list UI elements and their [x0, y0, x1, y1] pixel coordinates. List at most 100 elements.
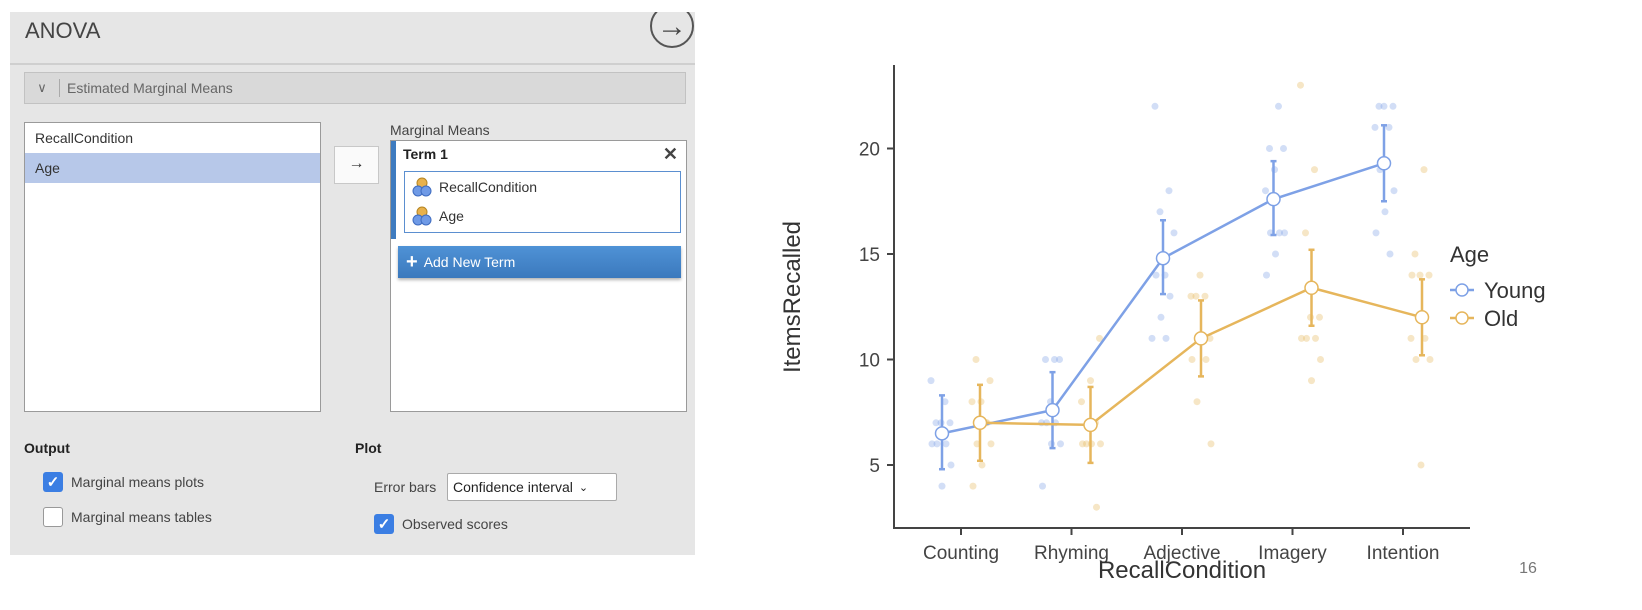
marginal-means-list[interactable]: Term 1 ✕ RecallCondition Age + Add New T… [390, 140, 687, 412]
mean-point [972, 415, 988, 431]
observed-point [1079, 440, 1086, 448]
observed-point [1196, 271, 1204, 279]
error-bars-select[interactable]: Confidence interval ⌄ [447, 473, 617, 501]
variable-item-age[interactable]: Age [25, 153, 320, 183]
observed-point [932, 419, 940, 427]
variable-item-recallcondition[interactable]: RecallCondition [35, 130, 134, 146]
mean-point [1376, 156, 1392, 171]
observed-point [1170, 229, 1178, 237]
observed-point [1193, 398, 1201, 406]
observed-point [1262, 187, 1269, 195]
legend-label: Young [1484, 278, 1546, 303]
observed-point [1201, 292, 1209, 300]
mean-point [1414, 310, 1430, 325]
y-tick-label: 10 [859, 351, 880, 372]
observed-point [1272, 250, 1279, 258]
observed-scores-checkbox[interactable]: ✓ Observed scores [374, 514, 508, 534]
x-tick-label: Rhyming [1034, 543, 1109, 564]
observed-point [1057, 440, 1064, 448]
term-variables[interactable]: RecallCondition Age [404, 171, 681, 233]
observed-point [1096, 334, 1103, 342]
observed-point [1375, 102, 1383, 110]
observed-point [1411, 250, 1419, 258]
observed-point [1042, 356, 1049, 363]
checkbox-unchecked-icon [43, 507, 63, 527]
observed-point [986, 377, 994, 385]
observed-point [1380, 102, 1388, 110]
x-tick-label: Imagery [1258, 543, 1327, 564]
observed-point [1389, 102, 1397, 110]
observed-point [1426, 356, 1434, 363]
observed-point [1385, 123, 1393, 131]
series-line-young [941, 162, 1385, 435]
observed-point [947, 461, 955, 469]
y-tick-label: 15 [859, 245, 880, 266]
observed-point [938, 482, 946, 490]
observed-point [1425, 271, 1433, 279]
observed-point [1206, 334, 1214, 342]
term-item-age[interactable]: Age [405, 201, 680, 230]
observed-point [1207, 440, 1215, 448]
observed-point [1162, 334, 1170, 342]
observed-point [1390, 187, 1398, 195]
arrow-right-circle-icon[interactable]: → [650, 12, 694, 48]
nominal-variable-icon [412, 177, 432, 196]
term-1: Term 1 ✕ RecallCondition Age [391, 141, 686, 239]
legend-label: Old [1484, 306, 1518, 331]
observed-point [1266, 145, 1273, 152]
divider [10, 63, 695, 65]
observed-point [1303, 334, 1310, 342]
checkbox-label: Marginal means plots [71, 474, 205, 490]
plus-icon: + [406, 250, 418, 273]
mean-point [1083, 417, 1098, 433]
observed-point [1165, 187, 1173, 195]
observed-point [1083, 440, 1090, 448]
observed-point [1202, 356, 1210, 363]
observed-point [933, 440, 941, 448]
error-bars-label: Error bars [374, 479, 437, 495]
x-axis-title: RecallCondition [1098, 557, 1266, 584]
add-new-term-button[interactable]: + Add New Term [398, 246, 681, 278]
estimated-marginal-means-section-header[interactable]: ∨ Estimated Marginal Means [24, 72, 686, 104]
mean-point [1045, 402, 1060, 418]
available-variables-list[interactable]: RecallCondition Age [24, 122, 321, 412]
observed-point [1093, 503, 1100, 511]
close-icon[interactable]: ✕ [662, 144, 678, 164]
legend-key-marker [1455, 311, 1469, 325]
observed-point [978, 461, 986, 469]
mean-point [1193, 331, 1209, 346]
x-tick-label: Counting [923, 543, 999, 564]
term-item-recallcondition[interactable]: RecallCondition [405, 172, 680, 201]
observed-point [1302, 229, 1309, 237]
checkbox-checked-icon: ✓ [374, 514, 394, 534]
observed-point [942, 440, 950, 448]
chevron-down-icon: ∨ [25, 79, 60, 97]
observed-point [1317, 356, 1324, 363]
observed-point [1275, 102, 1282, 110]
observed-point [1152, 271, 1160, 279]
observed-point [1039, 482, 1046, 490]
observed-point [1412, 356, 1420, 363]
add-new-term-label: Add New Term [423, 254, 516, 270]
marginal-means-tables-checkbox[interactable]: Marginal means tables [43, 507, 212, 527]
observed-point [969, 482, 977, 490]
x-tick-label: Intention [1367, 543, 1440, 564]
observed-point [1316, 313, 1323, 321]
chevron-down-icon: ⌄ [578, 481, 589, 494]
mean-point [1155, 250, 1171, 266]
observed-point [1416, 271, 1424, 279]
observed-point [1078, 398, 1085, 406]
move-right-button[interactable]: → [334, 146, 379, 184]
checkbox-checked-icon: ✓ [43, 472, 63, 492]
legend-title: Age [1450, 242, 1489, 267]
observed-point [1281, 229, 1288, 237]
marginal-means-plots-checkbox[interactable]: ✓ Marginal means plots [43, 472, 204, 492]
observed-point [1156, 208, 1164, 216]
observed-point [1188, 356, 1196, 363]
anova-options-panel: ANOVA → ∨ Estimated Marginal Means Recal… [10, 12, 695, 555]
observed-point [1381, 208, 1389, 216]
observed-point [1187, 292, 1195, 300]
observed-point [946, 419, 954, 427]
plot-header: Plot [355, 440, 382, 456]
